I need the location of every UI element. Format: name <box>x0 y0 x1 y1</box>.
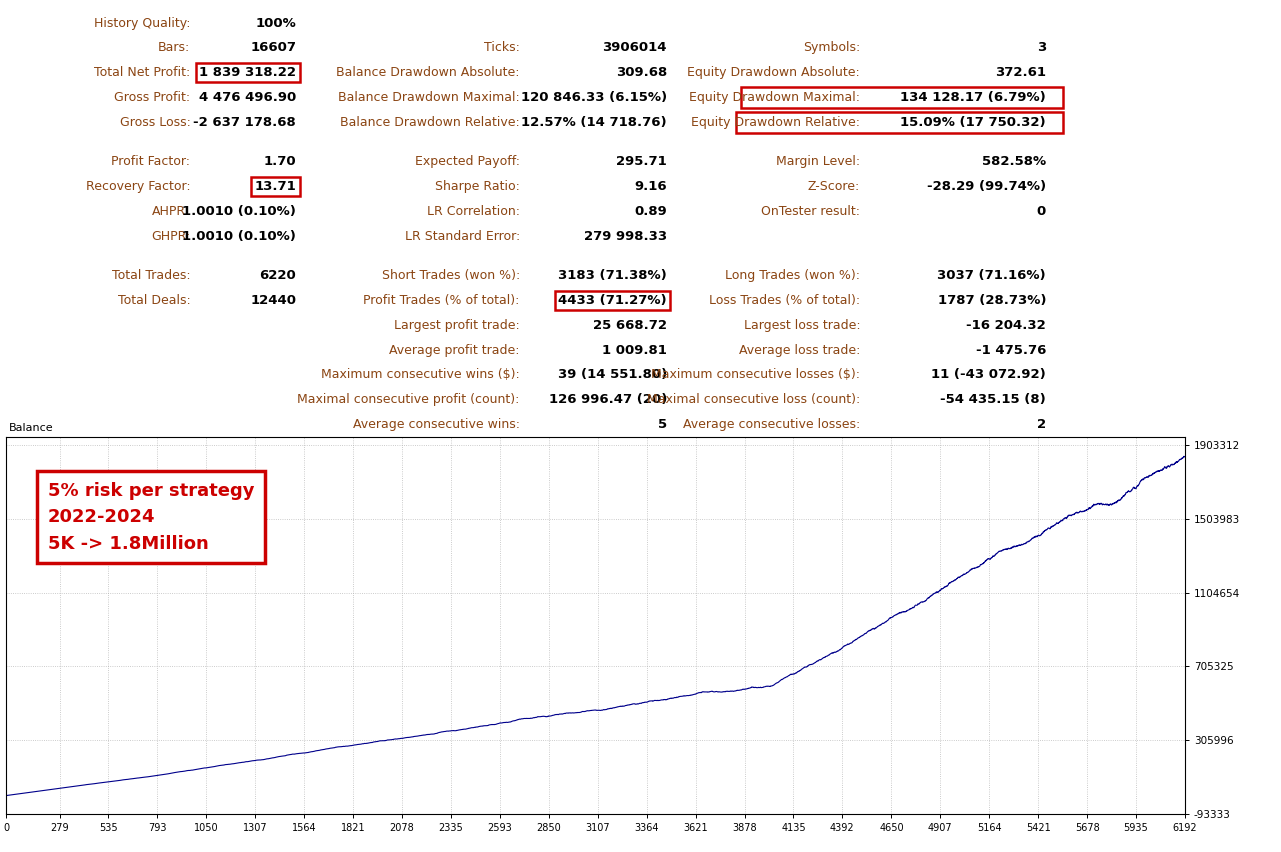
Text: 3037 (71.16%): 3037 (71.16%) <box>938 269 1047 283</box>
Text: Gross Loss:: Gross Loss: <box>119 116 191 129</box>
Text: 12440: 12440 <box>250 294 296 308</box>
Text: Average consecutive losses:: Average consecutive losses: <box>683 417 860 430</box>
Text: 372.61: 372.61 <box>995 66 1047 79</box>
Text: Maximum consecutive wins ($):: Maximum consecutive wins ($): <box>322 368 520 381</box>
Text: History Quality:: History Quality: <box>94 17 191 30</box>
Text: LR Standard Error:: LR Standard Error: <box>405 229 520 243</box>
Text: GHPR:: GHPR: <box>151 229 191 243</box>
Text: LR Correlation:: LR Correlation: <box>427 204 520 218</box>
Text: 134 128.17 (6.79%): 134 128.17 (6.79%) <box>901 91 1047 104</box>
Text: 0: 0 <box>1036 204 1047 218</box>
Text: 16607: 16607 <box>250 42 296 55</box>
Text: 4433 (71.27%): 4433 (71.27%) <box>559 294 667 308</box>
Text: 1787 (28.73%): 1787 (28.73%) <box>938 294 1047 308</box>
Text: Largest profit trade:: Largest profit trade: <box>395 319 520 332</box>
Text: 9.16: 9.16 <box>634 180 667 193</box>
Text: Balance Drawdown Relative:: Balance Drawdown Relative: <box>339 116 520 129</box>
Text: Gross Profit:: Gross Profit: <box>114 91 191 104</box>
Text: Z-Score:: Z-Score: <box>808 180 860 193</box>
Bar <box>740 87 1062 108</box>
Text: Bars:: Bars: <box>158 42 191 55</box>
Text: 309.68: 309.68 <box>616 66 667 79</box>
Text: AHPR:: AHPR: <box>152 204 191 218</box>
Text: Loss Trades (% of total):: Loss Trades (% of total): <box>710 294 860 308</box>
Text: 15.09% (17 750.32): 15.09% (17 750.32) <box>901 116 1047 129</box>
Text: -2 637 178.68: -2 637 178.68 <box>193 116 296 129</box>
Text: Sharpe Ratio:: Sharpe Ratio: <box>434 180 520 193</box>
Text: Profit Factor:: Profit Factor: <box>111 155 191 169</box>
Text: Total Net Profit:: Total Net Profit: <box>95 66 191 79</box>
Text: 5: 5 <box>658 417 667 430</box>
Text: 1 839 318.22: 1 839 318.22 <box>200 66 296 79</box>
Text: Equity Drawdown Relative:: Equity Drawdown Relative: <box>692 116 860 129</box>
Text: Short Trades (won %):: Short Trades (won %): <box>382 269 520 283</box>
Text: 2: 2 <box>1036 417 1047 430</box>
Text: 1.0010 (0.10%): 1.0010 (0.10%) <box>182 229 296 243</box>
Text: 6220: 6220 <box>260 269 296 283</box>
Text: Maximal consecutive loss (count):: Maximal consecutive loss (count): <box>647 393 860 406</box>
Text: 100%: 100% <box>255 17 296 30</box>
Text: 13.71: 13.71 <box>255 180 296 193</box>
Text: -16 204.32: -16 204.32 <box>966 319 1047 332</box>
Text: -1 475.76: -1 475.76 <box>976 343 1047 356</box>
Text: 295.71: 295.71 <box>616 155 667 169</box>
Text: 0.89: 0.89 <box>634 204 667 218</box>
Text: 3906014: 3906014 <box>602 42 667 55</box>
Text: Maximum consecutive losses ($):: Maximum consecutive losses ($): <box>651 368 860 381</box>
Text: Ticks:: Ticks: <box>484 42 520 55</box>
Text: Equity Drawdown Absolute:: Equity Drawdown Absolute: <box>688 66 860 79</box>
Text: Balance Drawdown Absolute:: Balance Drawdown Absolute: <box>337 66 520 79</box>
Text: Long Trades (won %):: Long Trades (won %): <box>725 269 860 283</box>
Text: 3183 (71.38%): 3183 (71.38%) <box>559 269 667 283</box>
Text: -28.29 (99.74%): -28.29 (99.74%) <box>927 180 1047 193</box>
Text: Maximal consecutive profit (count):: Maximal consecutive profit (count): <box>297 393 520 406</box>
Text: 39 (14 551.80): 39 (14 551.80) <box>557 368 667 381</box>
Text: Average consecutive wins:: Average consecutive wins: <box>352 417 520 430</box>
Text: Total Trades:: Total Trades: <box>111 269 191 283</box>
Text: Profit Trades (% of total):: Profit Trades (% of total): <box>364 294 520 308</box>
Bar <box>737 112 1062 133</box>
Text: 120 846.33 (6.15%): 120 846.33 (6.15%) <box>521 91 667 104</box>
Text: Margin Level:: Margin Level: <box>776 155 860 169</box>
Text: Average loss trade:: Average loss trade: <box>739 343 860 356</box>
Text: Balance Drawdown Maximal:: Balance Drawdown Maximal: <box>338 91 520 104</box>
Text: Symbols:: Symbols: <box>803 42 860 55</box>
Text: 25 668.72: 25 668.72 <box>593 319 667 332</box>
Text: 1 009.81: 1 009.81 <box>602 343 667 356</box>
Text: 11 (-43 072.92): 11 (-43 072.92) <box>931 368 1047 381</box>
Text: 279 998.33: 279 998.33 <box>584 229 667 243</box>
Text: Equity Drawdown Maximal:: Equity Drawdown Maximal: <box>689 91 860 104</box>
Text: OnTester result:: OnTester result: <box>761 204 860 218</box>
Text: Average profit trade:: Average profit trade: <box>389 343 520 356</box>
Text: 5% risk per strategy
2022-2024
5K -> 1.8Million: 5% risk per strategy 2022-2024 5K -> 1.8… <box>47 481 254 553</box>
Text: Balance: Balance <box>9 423 54 433</box>
Text: -54 435.15 (8): -54 435.15 (8) <box>940 393 1047 406</box>
Text: 3: 3 <box>1036 42 1047 55</box>
Text: Largest loss trade:: Largest loss trade: <box>743 319 860 332</box>
Text: 1.70: 1.70 <box>264 155 296 169</box>
Text: Expected Payoff:: Expected Payoff: <box>415 155 520 169</box>
Text: 582.58%: 582.58% <box>981 155 1047 169</box>
Text: Recovery Factor:: Recovery Factor: <box>86 180 191 193</box>
Text: 126 996.47 (20): 126 996.47 (20) <box>548 393 667 406</box>
Text: Total Deals:: Total Deals: <box>118 294 191 308</box>
Text: 4 476 496.90: 4 476 496.90 <box>199 91 296 104</box>
Text: 12.57% (14 718.76): 12.57% (14 718.76) <box>521 116 667 129</box>
Text: 1.0010 (0.10%): 1.0010 (0.10%) <box>182 204 296 218</box>
